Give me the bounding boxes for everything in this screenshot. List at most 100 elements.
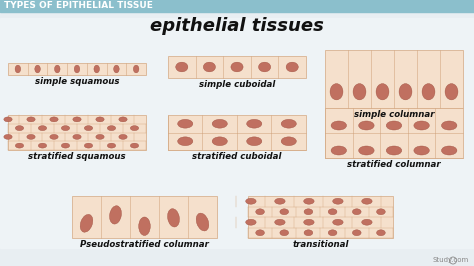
Ellipse shape: [4, 134, 12, 139]
Ellipse shape: [231, 62, 243, 72]
Ellipse shape: [107, 126, 116, 131]
Ellipse shape: [304, 230, 313, 236]
Ellipse shape: [414, 121, 429, 130]
Ellipse shape: [399, 84, 412, 100]
Ellipse shape: [445, 84, 458, 100]
Ellipse shape: [96, 117, 104, 122]
Bar: [8, 63, 146, 75]
Ellipse shape: [333, 198, 343, 204]
Ellipse shape: [168, 209, 180, 227]
Text: simple columnar: simple columnar: [354, 110, 434, 119]
Ellipse shape: [94, 65, 100, 73]
Ellipse shape: [352, 230, 361, 236]
Ellipse shape: [246, 219, 256, 225]
Bar: [0, 0, 474, 12]
Ellipse shape: [280, 230, 289, 236]
Ellipse shape: [304, 219, 314, 225]
Ellipse shape: [281, 137, 296, 146]
Ellipse shape: [352, 209, 361, 215]
Ellipse shape: [119, 117, 127, 122]
Ellipse shape: [130, 143, 138, 148]
Ellipse shape: [139, 217, 150, 235]
Ellipse shape: [74, 65, 80, 73]
Text: stratified squamous: stratified squamous: [28, 152, 126, 161]
Ellipse shape: [328, 230, 337, 236]
Ellipse shape: [119, 134, 127, 139]
Ellipse shape: [212, 119, 228, 128]
Bar: [72, 196, 217, 238]
Text: stratified columnar: stratified columnar: [347, 160, 441, 169]
Text: TYPES OF EPITHELIAL TISSUE: TYPES OF EPITHELIAL TISSUE: [4, 2, 153, 10]
Ellipse shape: [359, 121, 374, 130]
Ellipse shape: [84, 143, 92, 148]
Bar: [8, 115, 146, 150]
Ellipse shape: [38, 143, 46, 148]
Ellipse shape: [422, 84, 435, 100]
Ellipse shape: [274, 219, 285, 225]
Ellipse shape: [55, 65, 60, 73]
Ellipse shape: [27, 117, 35, 122]
Ellipse shape: [386, 121, 402, 130]
Ellipse shape: [258, 62, 271, 72]
Text: epithelial tissues: epithelial tissues: [150, 17, 324, 35]
Ellipse shape: [256, 209, 264, 215]
Ellipse shape: [441, 146, 457, 155]
Bar: [325, 108, 463, 158]
Ellipse shape: [96, 134, 104, 139]
Ellipse shape: [246, 119, 262, 128]
Ellipse shape: [50, 134, 58, 139]
Ellipse shape: [304, 209, 313, 215]
Ellipse shape: [246, 198, 256, 204]
Ellipse shape: [441, 121, 457, 130]
Ellipse shape: [130, 126, 138, 131]
Text: simple squamous: simple squamous: [35, 77, 119, 86]
Ellipse shape: [107, 143, 116, 148]
Ellipse shape: [331, 121, 346, 130]
Ellipse shape: [203, 62, 216, 72]
Ellipse shape: [376, 209, 385, 215]
Ellipse shape: [362, 219, 372, 225]
Ellipse shape: [27, 134, 35, 139]
Ellipse shape: [328, 209, 337, 215]
Ellipse shape: [73, 134, 81, 139]
Ellipse shape: [80, 214, 93, 232]
Ellipse shape: [281, 119, 296, 128]
Ellipse shape: [330, 84, 343, 100]
Bar: [168, 56, 306, 78]
Bar: [325, 50, 463, 108]
Text: simple cuboidal: simple cuboidal: [199, 80, 275, 89]
Ellipse shape: [256, 230, 264, 236]
Ellipse shape: [331, 146, 346, 155]
Ellipse shape: [414, 146, 429, 155]
Ellipse shape: [61, 126, 70, 131]
Ellipse shape: [304, 198, 314, 204]
Ellipse shape: [196, 213, 209, 231]
Ellipse shape: [376, 84, 389, 100]
Ellipse shape: [84, 126, 92, 131]
Ellipse shape: [133, 65, 139, 73]
Ellipse shape: [246, 137, 262, 146]
Ellipse shape: [38, 126, 46, 131]
Bar: [0, 18, 474, 248]
Ellipse shape: [176, 62, 188, 72]
Ellipse shape: [61, 143, 70, 148]
Ellipse shape: [362, 198, 372, 204]
Ellipse shape: [333, 219, 343, 225]
Text: transitional: transitional: [292, 240, 349, 249]
Ellipse shape: [15, 126, 24, 131]
Text: Pseudostratified columnar: Pseudostratified columnar: [80, 240, 209, 249]
Ellipse shape: [274, 198, 285, 204]
Ellipse shape: [212, 137, 228, 146]
Ellipse shape: [178, 137, 193, 146]
Ellipse shape: [386, 146, 402, 155]
Ellipse shape: [359, 146, 374, 155]
Ellipse shape: [376, 230, 385, 236]
Ellipse shape: [109, 206, 121, 224]
Ellipse shape: [50, 117, 58, 122]
Ellipse shape: [4, 117, 12, 122]
Ellipse shape: [114, 65, 119, 73]
Ellipse shape: [73, 117, 81, 122]
Text: stratified cuboidal: stratified cuboidal: [192, 152, 282, 161]
Ellipse shape: [15, 65, 20, 73]
Ellipse shape: [353, 84, 366, 100]
